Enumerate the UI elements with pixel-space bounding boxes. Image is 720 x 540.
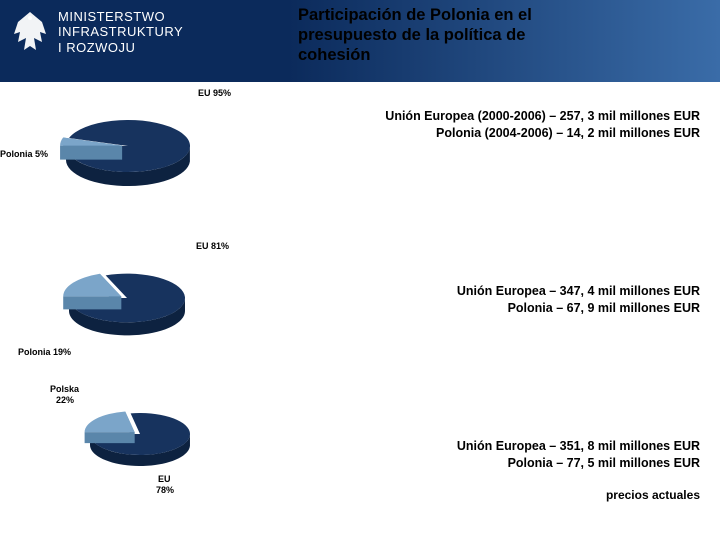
chart1-eu-label: EU 95% xyxy=(198,88,231,98)
chart2-poland-label: Polonia 19% xyxy=(18,347,71,357)
chart3-caption-line1: Unión Europea – 351, 8 mil millones EUR xyxy=(457,438,700,455)
title-line3: cohesión xyxy=(298,46,532,66)
chart1-poland-label: Polonia 5% xyxy=(0,149,48,159)
chart2-caption-line1: Unión Europea – 347, 4 mil millones EUR xyxy=(457,283,700,300)
ministry-line2: INFRASTRUKTURY xyxy=(58,24,183,40)
chart3-poland-pct: 22% xyxy=(56,395,74,405)
ministry-line3: I ROZWOJU xyxy=(58,40,183,56)
chart-row-3: Polska 22% EU 78% Unión Europea – 351, 8… xyxy=(0,382,720,537)
ministry-line1: MINISTERSTWO xyxy=(58,9,183,25)
ministry-name: MINISTERSTWO INFRASTRUKTURY I ROZWOJU xyxy=(58,9,183,56)
chart1-caption: Unión Europea (2000-2006) – 257, 3 mil m… xyxy=(385,108,700,142)
chart3-poland-label: Polska xyxy=(50,384,79,394)
logo-area: MINISTERSTWO INFRASTRUKTURY I ROZWOJU xyxy=(0,0,193,64)
pie-chart-1 xyxy=(28,90,228,215)
chart3-eu-pct: 78% xyxy=(156,485,174,495)
chart3-eu-label: EU xyxy=(158,474,171,484)
chart3-caption: Unión Europea – 351, 8 mil millones EUR … xyxy=(457,438,700,472)
slide-title: Participación de Polonia en el presupues… xyxy=(298,6,532,65)
pie-chart-3 xyxy=(60,388,220,493)
chart2-caption-line2: Polonia – 67, 9 mil millones EUR xyxy=(457,300,700,317)
chart1-caption-line2: Polonia (2004-2006) – 14, 2 mil millones… xyxy=(385,125,700,142)
chart3-caption-line2: Polonia – 77, 5 mil millones EUR xyxy=(457,455,700,472)
pie-chart-2 xyxy=(32,247,222,362)
footnote: precios actuales xyxy=(606,488,700,502)
chart1-caption-line1: Unión Europea (2000-2006) – 257, 3 mil m… xyxy=(385,108,700,125)
title-line2: presupuesto de la política de xyxy=(298,26,532,46)
eagle-icon xyxy=(10,8,50,56)
title-line1: Participación de Polonia en el xyxy=(298,6,532,26)
chart-row-2: EU 81% Polonia 19% Unión Europea – 347, … xyxy=(0,247,720,382)
chart2-caption: Unión Europea – 347, 4 mil millones EUR … xyxy=(457,283,700,317)
chart-row-1: EU 95% Polonia 5% Unión Europea (2000-20… xyxy=(0,82,720,247)
header-bar: MINISTERSTWO INFRASTRUKTURY I ROZWOJU Pa… xyxy=(0,0,720,82)
chart2-eu-label: EU 81% xyxy=(196,241,229,251)
